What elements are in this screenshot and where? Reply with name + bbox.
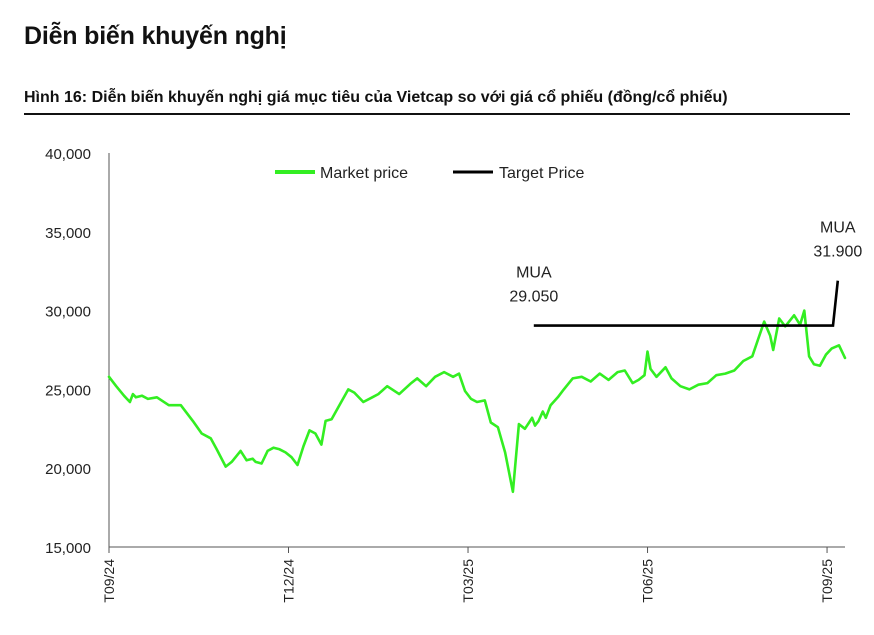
- series-line-target-price: [533, 280, 840, 327]
- annotation-rating: MUA: [516, 265, 552, 282]
- legend-label-market-price: Market price: [320, 165, 408, 182]
- y-tick-label: 30,000: [45, 304, 91, 321]
- x-tick-label: T03/25: [460, 559, 476, 603]
- x-tick-label: T12/24: [281, 559, 297, 603]
- x-tick-label: T09/25: [819, 559, 835, 603]
- section-title: Diễn biến khuyến nghị: [24, 22, 287, 50]
- caption-underline: [24, 113, 850, 115]
- series-line-market-price: [107, 309, 847, 494]
- x-tick-label: T09/24: [101, 559, 117, 603]
- figure-caption: Hình 16: Diễn biến khuyến nghị giá mục t…: [24, 89, 728, 106]
- x-axis: T09/24 T12/24 T03/25 T06/25 T09/25: [101, 546, 845, 603]
- y-axis: 15,000 20,000 25,000 30,000 35,000 40,000: [45, 146, 110, 557]
- annotation-target-value: 31.900: [813, 244, 862, 261]
- y-tick-label: 20,000: [45, 461, 91, 478]
- annotation-rating: MUA: [820, 220, 856, 237]
- y-tick-label: 25,000: [45, 382, 91, 399]
- legend-label-target-price: Target Price: [499, 165, 584, 182]
- chart-legend: Market price Target Price: [275, 165, 584, 182]
- y-tick-label: 40,000: [45, 146, 91, 163]
- x-tick-label: T06/25: [640, 559, 656, 603]
- annotations: MUA 29.050 MUA 31.900: [509, 220, 862, 306]
- y-tick-label: 15,000: [45, 540, 91, 557]
- plot-area: [107, 280, 847, 494]
- annotation-target-value: 29.050: [509, 289, 558, 306]
- y-tick-label: 35,000: [45, 225, 91, 242]
